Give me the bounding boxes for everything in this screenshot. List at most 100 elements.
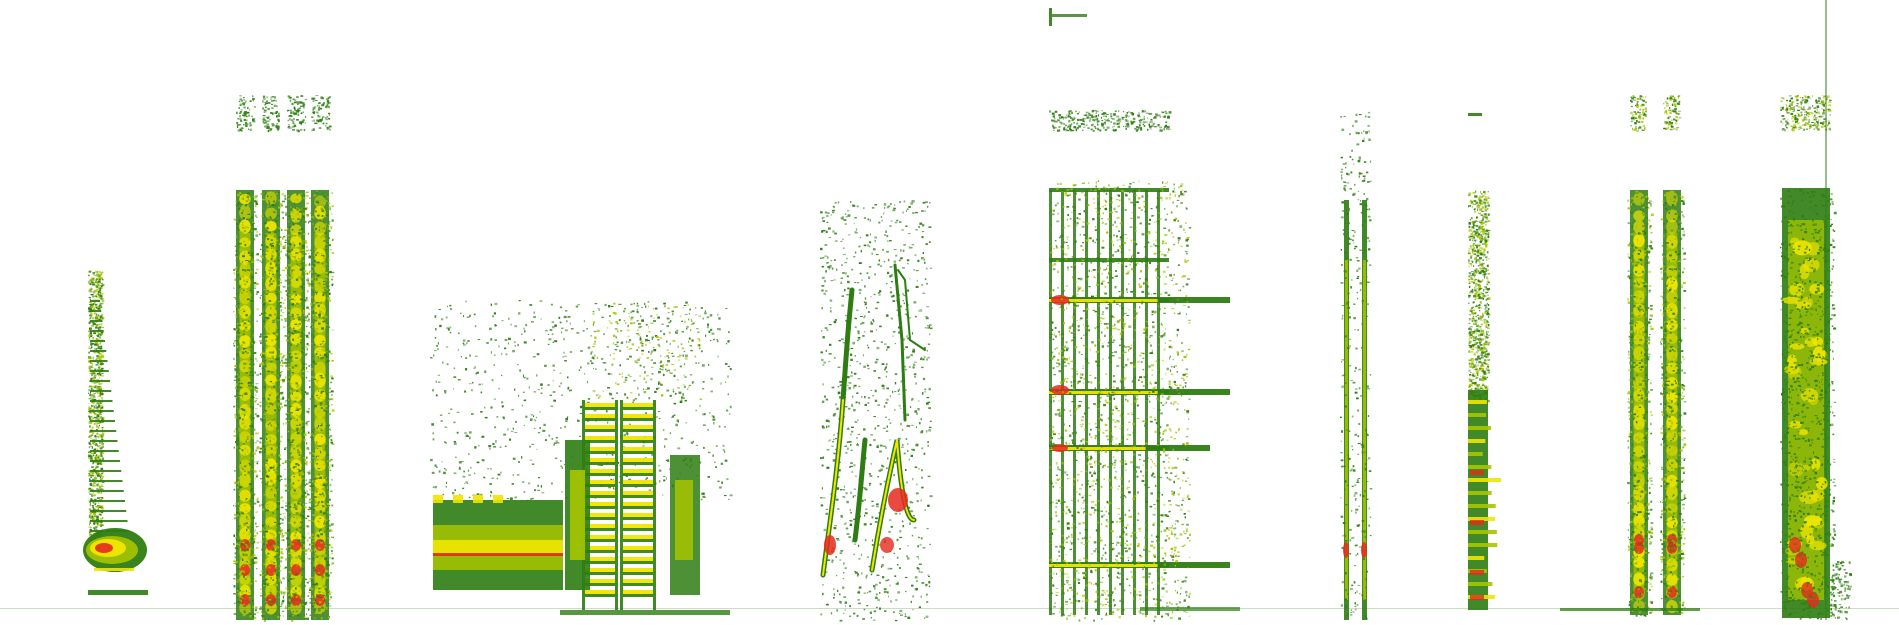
noise-speck bbox=[287, 579, 290, 582]
noise-speck bbox=[298, 232, 301, 235]
noise-speck bbox=[292, 502, 296, 505]
noise-speck bbox=[316, 583, 319, 586]
noise-speck bbox=[928, 325, 931, 329]
noise-speck bbox=[521, 333, 523, 335]
noise-speck bbox=[256, 501, 260, 503]
noise-speck bbox=[288, 506, 292, 508]
noise-speck bbox=[95, 475, 97, 477]
noise-speck bbox=[280, 548, 284, 551]
column-energy bbox=[239, 376, 251, 388]
noise-speck bbox=[94, 328, 96, 330]
noise-speck bbox=[252, 437, 255, 440]
noise-speck bbox=[292, 111, 295, 114]
noise-speck bbox=[541, 492, 545, 494]
noise-speck bbox=[245, 498, 248, 500]
noise-speck bbox=[601, 316, 604, 319]
noise-speck bbox=[317, 120, 319, 123]
noise-speck bbox=[309, 398, 311, 400]
noise-speck bbox=[259, 447, 263, 450]
noise-speck bbox=[274, 409, 277, 412]
noise-speck bbox=[265, 582, 268, 585]
noise-speck bbox=[654, 390, 657, 393]
noise-speck bbox=[295, 119, 299, 121]
noise-speck bbox=[497, 473, 501, 476]
noise-speck bbox=[249, 254, 252, 256]
noise-speck bbox=[672, 388, 674, 391]
noise-speck bbox=[234, 386, 238, 390]
noise-speck bbox=[256, 216, 258, 218]
noise-speck bbox=[306, 525, 310, 528]
noise-speck bbox=[249, 500, 251, 503]
noise-speck bbox=[91, 325, 93, 327]
noise-speck bbox=[272, 466, 275, 469]
noise-speck bbox=[322, 286, 326, 289]
noise-speck bbox=[651, 373, 654, 375]
noise-speck bbox=[646, 477, 648, 480]
noise-speck bbox=[291, 366, 295, 369]
noise-speck bbox=[267, 302, 269, 304]
noise-speck bbox=[265, 325, 268, 327]
noise-speck bbox=[327, 563, 330, 567]
noise-speck bbox=[514, 388, 516, 391]
noise-speck bbox=[91, 307, 93, 309]
noise-speck bbox=[101, 393, 103, 395]
noise-speck bbox=[528, 386, 530, 389]
noise-speck bbox=[237, 118, 240, 120]
noise-speck bbox=[235, 561, 239, 564]
noise-speck bbox=[90, 344, 92, 347]
noise-speck bbox=[264, 619, 266, 622]
noise-speck bbox=[310, 249, 312, 251]
noise-speck bbox=[101, 299, 105, 302]
noise-speck bbox=[241, 422, 245, 425]
noise-speck bbox=[94, 528, 96, 531]
noise-speck bbox=[313, 602, 315, 604]
noise-speck bbox=[287, 198, 291, 200]
pulse-bar bbox=[585, 568, 615, 573]
noise-speck bbox=[261, 615, 264, 617]
noise-speck bbox=[683, 304, 687, 306]
noise-speck bbox=[290, 546, 293, 550]
noise-speck bbox=[614, 312, 617, 315]
noise-speck bbox=[330, 390, 334, 393]
noise-speck bbox=[566, 416, 569, 418]
noise-speck bbox=[494, 324, 497, 327]
noise-speck bbox=[271, 453, 273, 455]
noise-speck bbox=[686, 325, 689, 328]
noise-speck bbox=[246, 272, 249, 274]
noise-speck bbox=[239, 599, 242, 603]
noise-speck bbox=[501, 406, 504, 409]
noise-speck bbox=[242, 351, 245, 354]
noise-speck bbox=[268, 618, 270, 620]
noise-speck bbox=[251, 537, 255, 540]
noise-speck bbox=[324, 524, 327, 526]
noise-speck bbox=[323, 494, 327, 496]
noise-speck bbox=[516, 474, 520, 476]
noise-speck bbox=[253, 457, 255, 460]
noise-speck bbox=[273, 427, 277, 430]
noise-speck bbox=[322, 447, 325, 450]
noise-speck bbox=[316, 261, 319, 263]
noise-speck bbox=[274, 278, 277, 281]
noise-speck bbox=[667, 312, 670, 314]
noise-speck bbox=[294, 353, 297, 355]
noise-speck bbox=[612, 478, 614, 480]
noise-speck bbox=[288, 331, 290, 333]
noise-speck bbox=[291, 388, 293, 391]
noise-speck bbox=[92, 511, 95, 513]
noise-speck bbox=[237, 482, 240, 485]
noise-speck bbox=[240, 549, 243, 552]
noise-speck bbox=[276, 477, 279, 480]
noise-speck bbox=[270, 604, 272, 607]
noise-speck bbox=[94, 377, 96, 379]
noise-speck bbox=[296, 213, 299, 216]
noise-speck bbox=[325, 279, 327, 281]
noise-speck bbox=[279, 591, 282, 594]
noise-speck bbox=[101, 356, 105, 358]
noise-speck bbox=[683, 385, 686, 388]
noise-speck bbox=[294, 123, 296, 126]
noise-speck bbox=[317, 473, 321, 476]
noise-speck bbox=[318, 105, 320, 108]
noise-speck bbox=[478, 444, 480, 447]
noise-speck bbox=[690, 329, 692, 332]
noise-speck bbox=[289, 351, 291, 354]
